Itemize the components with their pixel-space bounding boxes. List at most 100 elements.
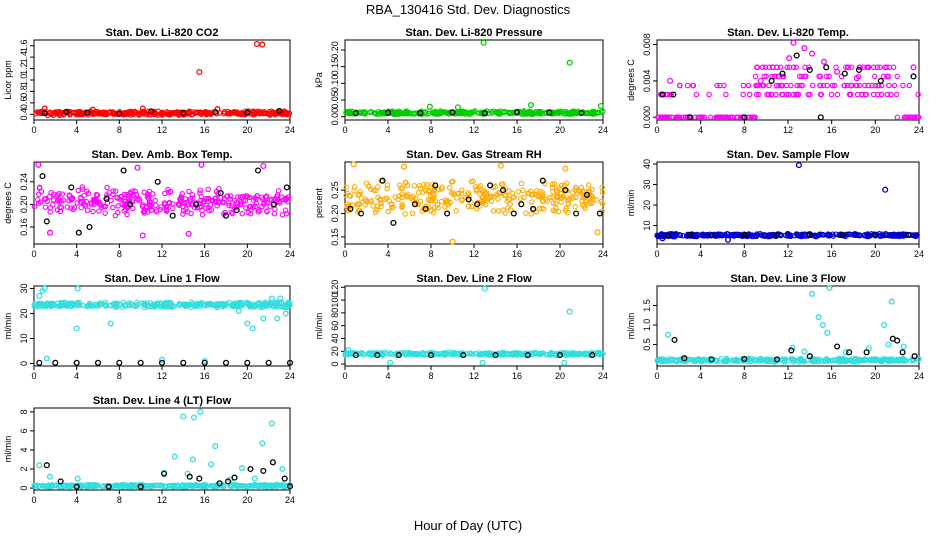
data-point (436, 109, 443, 116)
y-tick-label: 0.004 (642, 70, 652, 93)
data-point (914, 114, 921, 121)
data-point (286, 359, 294, 366)
data-point (870, 64, 877, 71)
data-point (119, 111, 125, 117)
data-point (282, 207, 289, 213)
data-point (33, 482, 40, 488)
data-point (599, 184, 605, 191)
data-point (692, 232, 699, 239)
x-tick-label: 16 (827, 371, 837, 381)
data-point (187, 196, 194, 202)
data-point (528, 211, 534, 217)
data-point (255, 209, 262, 215)
data-point (170, 205, 176, 212)
data-point (554, 188, 560, 194)
data-point (180, 359, 187, 366)
data-point (766, 64, 772, 71)
data-point (383, 195, 390, 201)
data-point (424, 182, 430, 188)
data-point (825, 357, 831, 364)
data-point (874, 64, 881, 71)
data-point (788, 82, 794, 89)
data-point (261, 199, 268, 205)
data-point (139, 203, 146, 210)
data-point (845, 64, 851, 71)
data-point (788, 347, 795, 354)
data-point (244, 320, 251, 327)
data-point (106, 483, 113, 489)
data-point (753, 82, 759, 89)
data-point (544, 351, 551, 358)
data-point (696, 232, 702, 238)
data-point (806, 66, 813, 74)
data-point (600, 108, 606, 115)
data-point (716, 357, 723, 364)
data-point (43, 218, 50, 225)
data-point (201, 302, 208, 308)
x-tick-label: 4 (698, 125, 703, 135)
data-point (685, 356, 691, 362)
data-point (92, 110, 99, 117)
data-point (374, 352, 381, 359)
data-point (888, 298, 895, 305)
x-tick-label: 20 (555, 371, 565, 381)
data-point (885, 73, 892, 80)
data-point (752, 73, 759, 80)
data-point (377, 197, 383, 203)
data-point (790, 359, 797, 365)
data-point (226, 202, 232, 209)
x-tick-label: 4 (385, 371, 390, 381)
data-point (84, 109, 91, 116)
data-point (375, 184, 381, 190)
data-point (671, 336, 678, 343)
data-point (32, 304, 38, 310)
data-point (801, 45, 808, 52)
data-point (799, 82, 805, 89)
x-tick-label: 12 (157, 125, 167, 135)
data-point (786, 233, 793, 239)
data-point (492, 352, 499, 359)
data-point (580, 192, 586, 198)
data-point (74, 475, 81, 482)
data-point (820, 82, 827, 89)
data-point (427, 198, 433, 204)
data-point (766, 82, 772, 89)
data-point (588, 110, 595, 116)
data-point (185, 230, 192, 237)
panel-8: Stan. Dev. Line 2 Flow 0 4 8 12 16 20 24 0 20 40 60… (314, 273, 608, 381)
data-point (110, 204, 116, 211)
y-tick-label: 60 (330, 321, 340, 331)
data-point (190, 482, 196, 488)
data-point (659, 235, 666, 242)
data-point (817, 114, 824, 121)
data-point (724, 236, 732, 243)
data-point (900, 82, 906, 89)
x-tick-label: 20 (555, 125, 565, 135)
data-point (54, 207, 61, 213)
y-tick-label: 1.4 (19, 51, 29, 64)
data-point (724, 114, 731, 121)
data-point (589, 200, 595, 206)
data-point (133, 191, 140, 198)
data-point (205, 186, 211, 193)
data-point (366, 350, 372, 356)
data-point (589, 193, 595, 200)
data-point (807, 91, 813, 98)
data-point (389, 205, 395, 211)
data-point (194, 204, 201, 211)
data-point (499, 187, 507, 194)
data-point (430, 194, 436, 201)
data-point (164, 208, 170, 214)
y-axis-label: ml/min (314, 313, 324, 340)
data-point (267, 111, 273, 118)
y-tick-label: 0.8 (19, 85, 29, 98)
data-point (869, 82, 875, 89)
data-point (379, 177, 386, 184)
x-tick-label: 16 (200, 371, 210, 381)
data-point (750, 114, 757, 121)
data-point (90, 208, 96, 215)
data-point (717, 82, 723, 89)
data-point (877, 77, 884, 84)
data-point (204, 110, 211, 116)
